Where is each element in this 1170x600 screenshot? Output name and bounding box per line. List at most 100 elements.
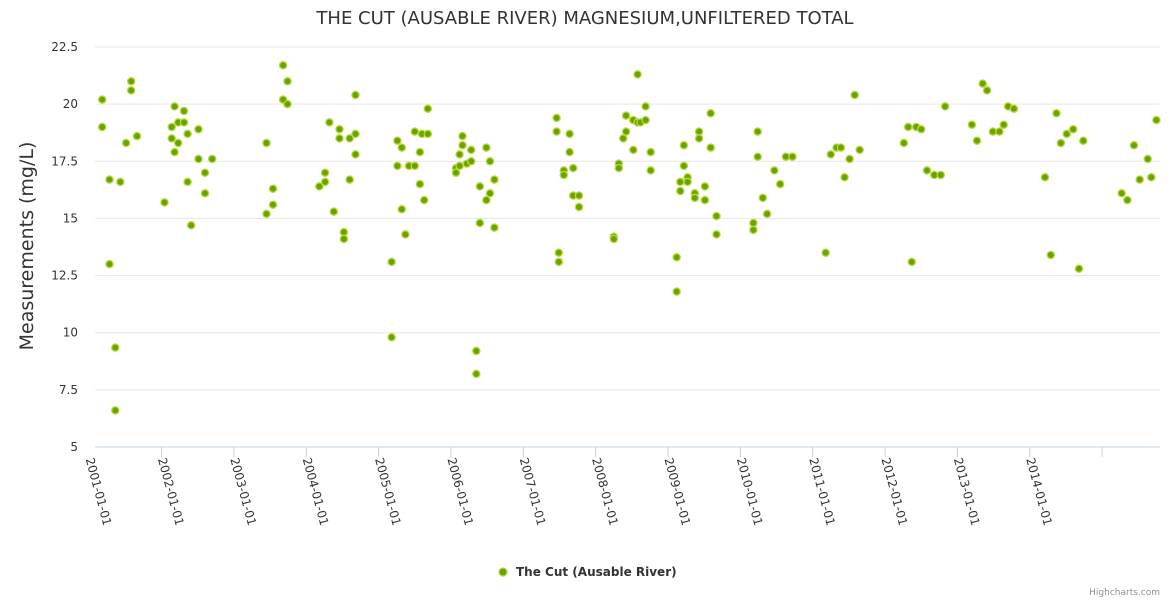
data-point[interactable] bbox=[679, 141, 689, 150]
data-point[interactable] bbox=[940, 102, 950, 111]
data-point[interactable] bbox=[1117, 189, 1126, 198]
data-point[interactable] bbox=[419, 195, 429, 205]
data-point[interactable] bbox=[706, 143, 715, 152]
data-point[interactable] bbox=[329, 207, 339, 216]
data-point[interactable] bbox=[262, 138, 271, 148]
data-point[interactable] bbox=[618, 134, 628, 143]
data-point[interactable] bbox=[97, 95, 107, 104]
data-point[interactable] bbox=[268, 184, 278, 193]
data-point[interactable] bbox=[840, 173, 849, 182]
data-point[interactable] bbox=[170, 147, 179, 157]
data-point[interactable] bbox=[758, 193, 768, 203]
data-point[interactable] bbox=[183, 177, 192, 187]
data-point[interactable] bbox=[393, 161, 402, 171]
data-point[interactable] bbox=[672, 287, 681, 296]
data-point[interactable] bbox=[116, 177, 125, 187]
data-point[interactable] bbox=[672, 253, 681, 262]
data-point[interactable] bbox=[903, 122, 913, 132]
data-point[interactable] bbox=[345, 134, 354, 143]
data-point[interactable] bbox=[475, 182, 485, 191]
data-point[interactable] bbox=[559, 170, 569, 180]
data-point[interactable] bbox=[451, 168, 461, 177]
data-point[interactable] bbox=[621, 111, 631, 120]
data-point[interactable] bbox=[105, 259, 114, 269]
data-point[interactable] bbox=[167, 122, 176, 132]
data-point[interactable] bbox=[207, 154, 217, 164]
data-point[interactable] bbox=[160, 198, 169, 207]
data-point[interactable] bbox=[621, 127, 631, 136]
data-point[interactable] bbox=[967, 120, 977, 129]
data-point[interactable] bbox=[646, 147, 655, 157]
data-point[interactable] bbox=[978, 79, 987, 88]
data-point[interactable] bbox=[552, 113, 561, 123]
data-point[interactable] bbox=[335, 125, 344, 134]
data-point[interactable] bbox=[490, 223, 499, 232]
data-point[interactable] bbox=[466, 145, 476, 155]
data-point[interactable] bbox=[641, 115, 650, 125]
data-point[interactable] bbox=[749, 218, 758, 228]
data-point[interactable] bbox=[111, 406, 120, 415]
data-point[interactable] bbox=[315, 182, 324, 191]
data-point[interactable] bbox=[706, 109, 715, 118]
legend[interactable]: The Cut (Ausable River) bbox=[498, 565, 677, 579]
data-point[interactable] bbox=[629, 145, 638, 155]
data-point[interactable] bbox=[415, 147, 425, 157]
data-point[interactable] bbox=[179, 106, 189, 116]
data-point[interactable] bbox=[458, 141, 467, 150]
legend-label[interactable]: The Cut (Ausable River) bbox=[516, 565, 677, 579]
data-point[interactable] bbox=[690, 193, 700, 203]
data-point[interactable] bbox=[641, 102, 650, 111]
data-point[interactable] bbox=[1079, 136, 1088, 145]
data-point[interactable] bbox=[1040, 173, 1050, 182]
data-point[interactable] bbox=[121, 138, 131, 148]
data-point[interactable] bbox=[423, 129, 433, 139]
data-point[interactable] bbox=[283, 77, 292, 86]
data-point[interactable] bbox=[762, 209, 772, 219]
data-point[interactable] bbox=[455, 150, 464, 159]
data-point[interactable] bbox=[1052, 109, 1061, 118]
data-point[interactable] bbox=[423, 104, 433, 113]
data-point[interactable] bbox=[554, 257, 564, 267]
data-point[interactable] bbox=[262, 209, 271, 219]
data-point[interactable] bbox=[170, 102, 179, 111]
data-point[interactable] bbox=[633, 70, 642, 79]
data-point[interactable] bbox=[132, 131, 142, 141]
data-point[interactable] bbox=[554, 248, 564, 257]
data-point[interactable] bbox=[552, 127, 561, 136]
data-point[interactable] bbox=[393, 136, 402, 145]
data-point[interactable] bbox=[458, 131, 467, 141]
data-point[interactable] bbox=[194, 125, 203, 134]
data-point[interactable] bbox=[397, 205, 407, 214]
data-point[interactable] bbox=[614, 163, 624, 173]
data-point[interactable] bbox=[676, 177, 685, 187]
data-point[interactable] bbox=[1068, 125, 1078, 134]
data-point[interactable] bbox=[565, 147, 574, 157]
data-point[interactable] bbox=[845, 154, 854, 164]
data-point[interactable] bbox=[982, 86, 992, 95]
data-point[interactable] bbox=[397, 143, 407, 152]
data-point[interactable] bbox=[200, 168, 210, 177]
data-point[interactable] bbox=[351, 150, 360, 159]
data-point[interactable] bbox=[565, 129, 574, 139]
data-point[interactable] bbox=[111, 343, 120, 352]
data-point[interactable] bbox=[574, 191, 584, 200]
data-point[interactable] bbox=[683, 177, 692, 187]
data-point[interactable] bbox=[472, 346, 481, 356]
data-point[interactable] bbox=[753, 127, 762, 136]
data-point[interactable] bbox=[105, 175, 114, 184]
data-point[interactable] bbox=[770, 166, 779, 175]
data-point[interactable] bbox=[936, 170, 946, 180]
data-point[interactable] bbox=[916, 125, 926, 134]
data-point[interactable] bbox=[339, 234, 349, 244]
data-point[interactable] bbox=[485, 157, 495, 166]
data-point[interactable] bbox=[836, 143, 846, 152]
data-point[interactable] bbox=[1143, 154, 1152, 164]
data-point[interactable] bbox=[339, 227, 349, 237]
data-point[interactable] bbox=[1152, 115, 1161, 125]
data-point[interactable] bbox=[410, 161, 420, 171]
data-point[interactable] bbox=[646, 166, 655, 175]
data-point[interactable] bbox=[455, 161, 464, 171]
data-point[interactable] bbox=[335, 134, 344, 143]
data-point[interactable] bbox=[694, 127, 704, 136]
data-point[interactable] bbox=[712, 230, 721, 239]
